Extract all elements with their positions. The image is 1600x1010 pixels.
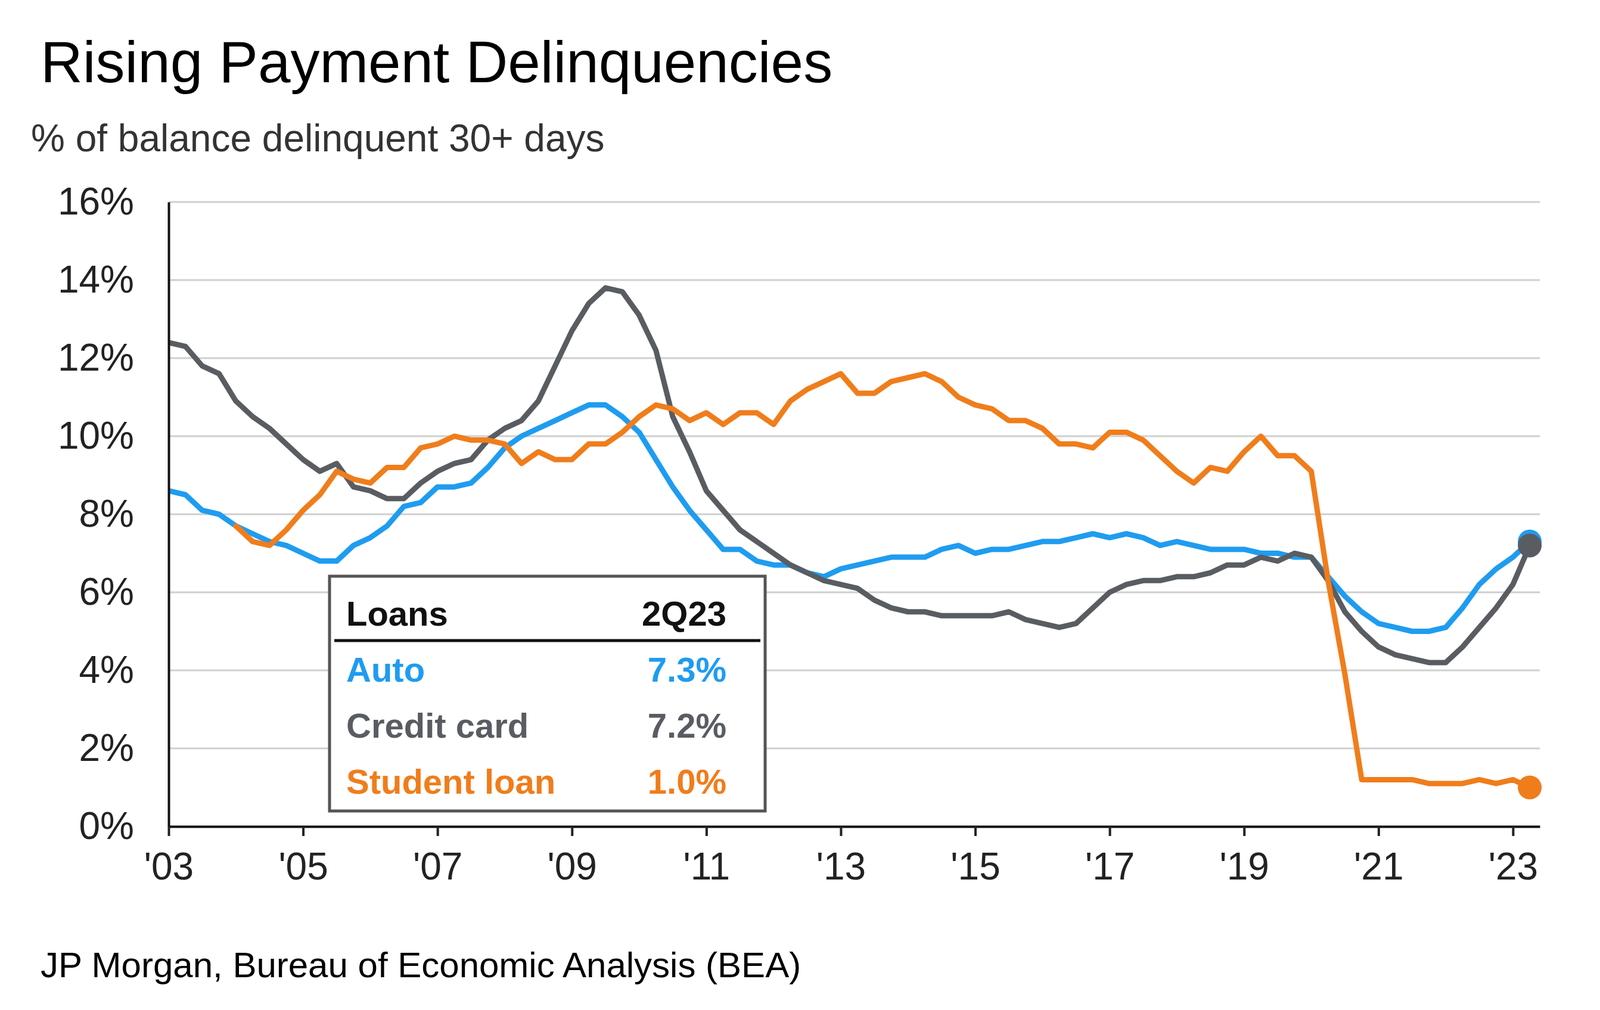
y-tick: 14% (57, 258, 169, 301)
x-tick: '07 (412, 826, 463, 888)
y-axis-line (168, 202, 171, 828)
table-row-label: Student loan (346, 762, 556, 801)
legend-table: Loans 2Q23 Auto 7.3% Credit card 7.2% Student … (329, 576, 766, 812)
x-tick-mark (839, 826, 843, 837)
table-row-value: 7.3% (647, 650, 727, 689)
grid-line (168, 513, 1540, 516)
x-tick: '21 (1353, 826, 1404, 888)
x-tick-label: '13 (816, 844, 866, 888)
x-tick-label: '21 (1353, 844, 1404, 888)
y-tick: 12% (57, 336, 169, 379)
x-tick: '17 (1085, 826, 1135, 888)
y-tick-label: 4% (79, 648, 135, 692)
x-tick-label: '09 (547, 844, 598, 888)
source: JP Morgan, Bureau of Economic Analysis (… (40, 945, 801, 986)
x-tick-label: '15 (950, 844, 1000, 888)
x-tick-mark (1511, 826, 1515, 837)
y-axis: 0% 2% 4% 6% 8% 10% 12% 14% 16% (57, 179, 170, 848)
grid-line (168, 435, 1540, 438)
end-marker (1517, 775, 1542, 800)
y-tick: 2% (79, 726, 170, 770)
x-tick: '13 (816, 826, 866, 888)
x-axis-line (169, 825, 1541, 829)
grid (168, 202, 1540, 827)
x-axis: '03 '05 '07 '09 '11 '13 '15 '17 '19 '21 '23 (144, 826, 1541, 888)
x-tick-label: '11 (683, 844, 731, 888)
x-tick: '03 (144, 826, 194, 888)
grid-line (168, 825, 1540, 828)
x-tick: '09 (547, 826, 598, 888)
y-tick-label: 14% (57, 258, 135, 301)
x-tick: '11 (683, 826, 731, 888)
x-tick-mark (1108, 826, 1112, 837)
chart-svg: Rising Payment Delinquencies % of balance… (0, 0, 1600, 1010)
x-tick-mark (974, 826, 977, 837)
x-tick-mark (1377, 826, 1381, 837)
grid-line (168, 279, 1540, 282)
y-tick-label: 6% (79, 570, 135, 614)
y-tick: 16% (57, 179, 169, 223)
table-header: 2Q23 (641, 594, 727, 633)
x-tick-mark (705, 826, 708, 837)
x-tick: '05 (278, 826, 328, 888)
y-tick-label: 10% (57, 414, 135, 458)
table-row-label: Auto (346, 650, 425, 689)
title: Rising Payment Delinquencies (40, 29, 833, 95)
grid-line (168, 201, 1540, 204)
y-tick-label: 2% (79, 726, 135, 770)
x-tick-mark (1243, 826, 1246, 837)
x-tick-mark (168, 826, 171, 837)
y-tick: 0% (79, 804, 170, 848)
x-tick-label: '03 (144, 844, 194, 888)
line-1 (168, 287, 1530, 663)
y-tick-label: 12% (57, 336, 135, 379)
table-row-label: Credit card (346, 706, 529, 745)
table-row-value: 1.0% (647, 762, 727, 801)
x-tick-label: '19 (1219, 844, 1270, 888)
x-tick-label: '05 (278, 844, 328, 888)
x-tick-mark (436, 826, 440, 837)
y-tick: 4% (79, 648, 170, 692)
x-tick-label: '17 (1085, 844, 1135, 888)
table-header: Loans (346, 594, 449, 633)
y-tick: 10% (57, 414, 169, 458)
table-row-value: 7.2% (647, 706, 727, 745)
x-tick-label: '23 (1488, 844, 1539, 888)
chart-container: Rising Payment Delinquencies % of balance… (0, 0, 1600, 1010)
y-tick: 8% (79, 492, 170, 536)
legend-box (329, 576, 766, 812)
x-tick: '23 (1488, 826, 1539, 888)
series-lines (168, 287, 1530, 788)
y-tick-label: 8% (79, 492, 135, 536)
subtitle: % of balance delinquent 30+ days (30, 116, 605, 160)
y-tick: 6% (79, 570, 170, 614)
y-tick-label: 0% (79, 804, 135, 848)
x-tick-mark (302, 826, 305, 837)
x-tick-label: '07 (412, 844, 463, 888)
y-tick-label: 16% (57, 179, 135, 223)
x-tick: '19 (1219, 826, 1270, 888)
end-marker (1517, 533, 1542, 558)
grid-line (168, 357, 1540, 360)
x-tick-mark (570, 826, 574, 837)
table-rule (334, 639, 761, 643)
x-tick: '15 (950, 826, 1000, 888)
end-markers (1517, 529, 1542, 800)
